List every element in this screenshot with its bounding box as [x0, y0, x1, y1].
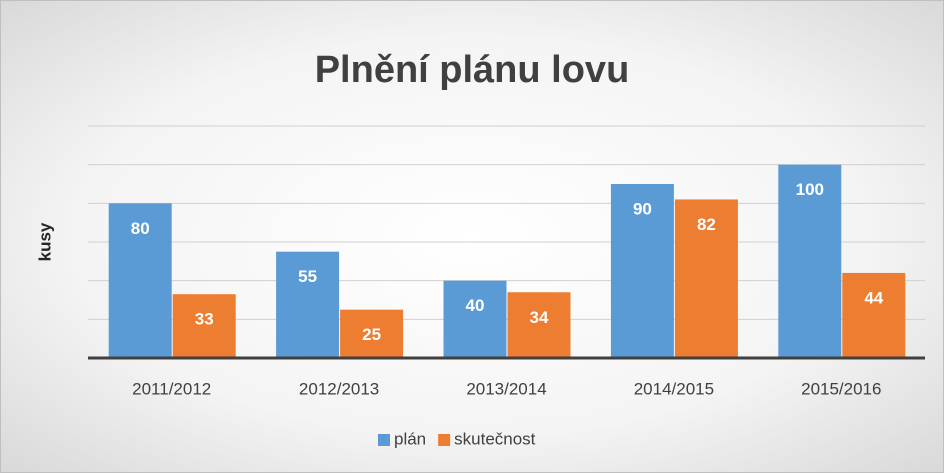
bar — [276, 251, 340, 358]
data-label: 82 — [697, 215, 716, 234]
bar — [674, 199, 738, 358]
bar — [610, 184, 674, 358]
data-label: 33 — [195, 310, 214, 329]
bar — [340, 309, 404, 358]
x-tick-label: 2011/2012 — [132, 379, 211, 398]
data-label: 34 — [530, 308, 549, 327]
data-label: 90 — [633, 199, 652, 218]
data-label: 55 — [298, 267, 317, 286]
legend-label: plán — [394, 429, 426, 448]
data-label: 25 — [362, 325, 381, 344]
x-tick-label: 2013/2014 — [466, 379, 546, 398]
bar — [443, 280, 507, 358]
bar — [842, 272, 906, 358]
legend-swatch — [438, 434, 451, 446]
bar — [172, 294, 236, 358]
chart-title: Plnění plánu lovu — [315, 49, 630, 91]
x-tick-label: 2015/2016 — [801, 379, 881, 398]
bar — [108, 203, 172, 358]
bar — [778, 164, 842, 358]
legend-swatch — [378, 434, 390, 446]
x-tick-label: 2014/2015 — [634, 379, 714, 398]
y-axis-label: kusy — [35, 222, 54, 261]
data-label: 44 — [864, 288, 883, 307]
data-label: 80 — [131, 219, 150, 238]
x-tick-label: 2012/2013 — [299, 379, 379, 398]
bar — [507, 292, 571, 358]
data-label: 40 — [466, 296, 485, 315]
legend-label: skutečnost — [454, 429, 536, 448]
data-label: 100 — [796, 180, 824, 199]
